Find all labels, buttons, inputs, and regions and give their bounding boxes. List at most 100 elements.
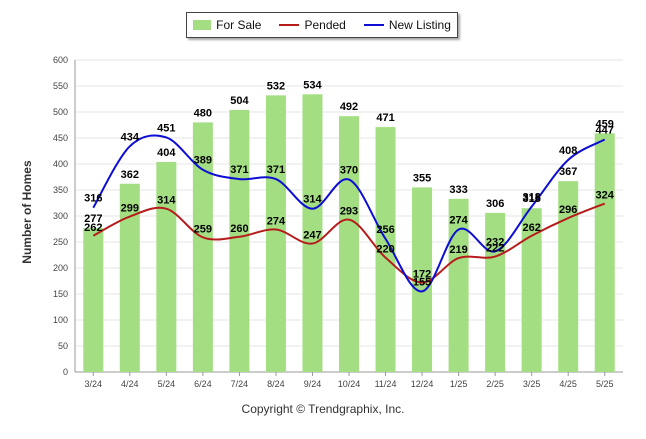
label-new-listing-6: 314 (303, 194, 322, 206)
label-new-listing-9: 155 (413, 276, 431, 288)
label-for-sale-13: 367 (559, 166, 577, 178)
label-for-sale-5: 532 (267, 80, 285, 92)
y-tick-label-600: 600 (53, 55, 68, 65)
y-tick-label-550: 550 (53, 81, 68, 91)
label-for-sale-11: 306 (486, 198, 504, 210)
label-for-sale-7: 492 (340, 101, 358, 113)
label-new-listing-0: 316 (84, 193, 102, 205)
x-tick-label-14: 5/25 (596, 379, 614, 389)
label-for-sale-4: 504 (230, 95, 249, 107)
label-new-listing-14: 447 (596, 125, 614, 137)
y-tick-label-300: 300 (53, 211, 68, 221)
legend-swatch-pended (279, 24, 300, 26)
y-tick-label-350: 350 (53, 185, 68, 195)
y-tick-label-450: 450 (53, 133, 68, 143)
y-tick-label-100: 100 (53, 315, 68, 325)
label-pended-4: 260 (230, 223, 248, 235)
x-tick-label-8: 11/24 (375, 379, 397, 389)
bar-for-sale-10 (448, 198, 469, 372)
label-pended-2: 314 (157, 195, 176, 207)
bar-for-sale-7 (339, 116, 359, 372)
label-for-sale-12: 315 (522, 193, 540, 205)
label-pended-9: 172 (413, 269, 431, 281)
line-pended (92, 202, 606, 284)
bar-for-sale-3 (192, 122, 213, 373)
legend-item-pended: Pended (279, 18, 346, 32)
label-new-listing-12: 318 (522, 192, 540, 204)
label-pended-8: 220 (376, 244, 394, 256)
label-new-listing-7: 370 (340, 165, 358, 177)
label-new-listing-3: 389 (194, 155, 212, 167)
bar-for-sale-4 (229, 109, 250, 373)
bar-for-sale-13 (558, 181, 579, 372)
label-pended-13: 296 (559, 204, 577, 216)
bar-for-sale-12 (521, 208, 542, 372)
legend: For Sale Pended New Listing (186, 12, 458, 38)
label-for-sale-3: 480 (194, 107, 212, 119)
y-axis-title: Number of Homes (20, 160, 34, 264)
legend-swatch-for-sale (193, 20, 212, 30)
y-tick-label-250: 250 (53, 237, 68, 247)
x-tick-label-5: 8/24 (267, 379, 285, 389)
y-tick-label-200: 200 (53, 263, 68, 273)
copyright-text: Copyright © Trendgraphix, Inc. (241, 402, 405, 416)
label-new-listing-8: 256 (376, 224, 394, 236)
label-for-sale-2: 404 (157, 147, 176, 159)
x-tick-label-13: 4/25 (559, 379, 577, 389)
label-for-sale-1: 362 (121, 169, 139, 181)
label-for-sale-8: 471 (376, 112, 394, 124)
x-tick-label-4: 7/24 (231, 379, 249, 389)
y-tick-label-50: 50 (58, 341, 68, 351)
label-pended-10: 219 (449, 244, 467, 256)
label-new-listing-1: 434 (121, 131, 140, 143)
bar-for-sale-6 (302, 94, 323, 372)
x-tick-label-9: 12/24 (411, 379, 434, 389)
label-for-sale-14: 459 (596, 118, 614, 130)
x-tick-label-6: 9/24 (304, 379, 322, 389)
x-tick-label-12: 3/25 (523, 379, 541, 389)
label-new-listing-5: 371 (267, 164, 285, 176)
x-tick-label-11: 2/25 (486, 379, 504, 389)
label-pended-11: 222 (486, 243, 504, 255)
x-tick-label-2: 5/24 (158, 379, 176, 389)
bar-for-sale-11 (485, 212, 506, 372)
label-pended-6: 247 (303, 230, 321, 242)
label-new-listing-10: 274 (449, 215, 468, 227)
y-tick-label-0: 0 (63, 367, 68, 377)
bar-for-sale-1 (119, 183, 140, 372)
bar-for-sale-8 (375, 127, 396, 372)
label-for-sale-10: 333 (449, 184, 467, 196)
y-tick-label-500: 500 (53, 107, 68, 117)
label-new-listing-11: 232 (486, 236, 504, 248)
y-tick-label-400: 400 (53, 159, 68, 169)
label-pended-7: 293 (340, 206, 358, 218)
label-for-sale-0: 277 (84, 213, 102, 225)
label-pended-5: 274 (267, 216, 286, 228)
legend-label-pended: Pended (304, 18, 346, 32)
label-for-sale-6: 534 (303, 79, 322, 91)
bar-for-sale-0 (83, 227, 104, 372)
x-tick-label-1: 4/24 (121, 379, 139, 389)
bar-for-sale-5 (265, 95, 286, 373)
y-tick-label-150: 150 (53, 289, 68, 299)
x-tick-label-7: 10/24 (338, 379, 361, 389)
label-new-listing-2: 451 (157, 122, 175, 134)
label-pended-3: 259 (194, 223, 212, 235)
x-tick-label-10: 1/25 (450, 379, 468, 389)
label-pended-0: 262 (84, 222, 102, 234)
label-new-listing-13: 408 (559, 145, 577, 157)
label-pended-14: 324 (596, 190, 615, 202)
label-for-sale-9: 355 (413, 172, 431, 184)
bar-for-sale-2 (156, 161, 177, 372)
label-new-listing-4: 371 (230, 164, 248, 176)
x-tick-label-3: 6/24 (194, 379, 212, 389)
legend-item-new-listing: New Listing (363, 18, 451, 32)
label-pended-12: 262 (522, 222, 540, 234)
bar-for-sale-9 (412, 187, 433, 372)
legend-label-for-sale: For Sale (216, 18, 262, 32)
bar-for-sale-14 (594, 133, 615, 372)
legend-item-for-sale: For Sale (193, 18, 261, 32)
line-new-listing (92, 134, 606, 293)
